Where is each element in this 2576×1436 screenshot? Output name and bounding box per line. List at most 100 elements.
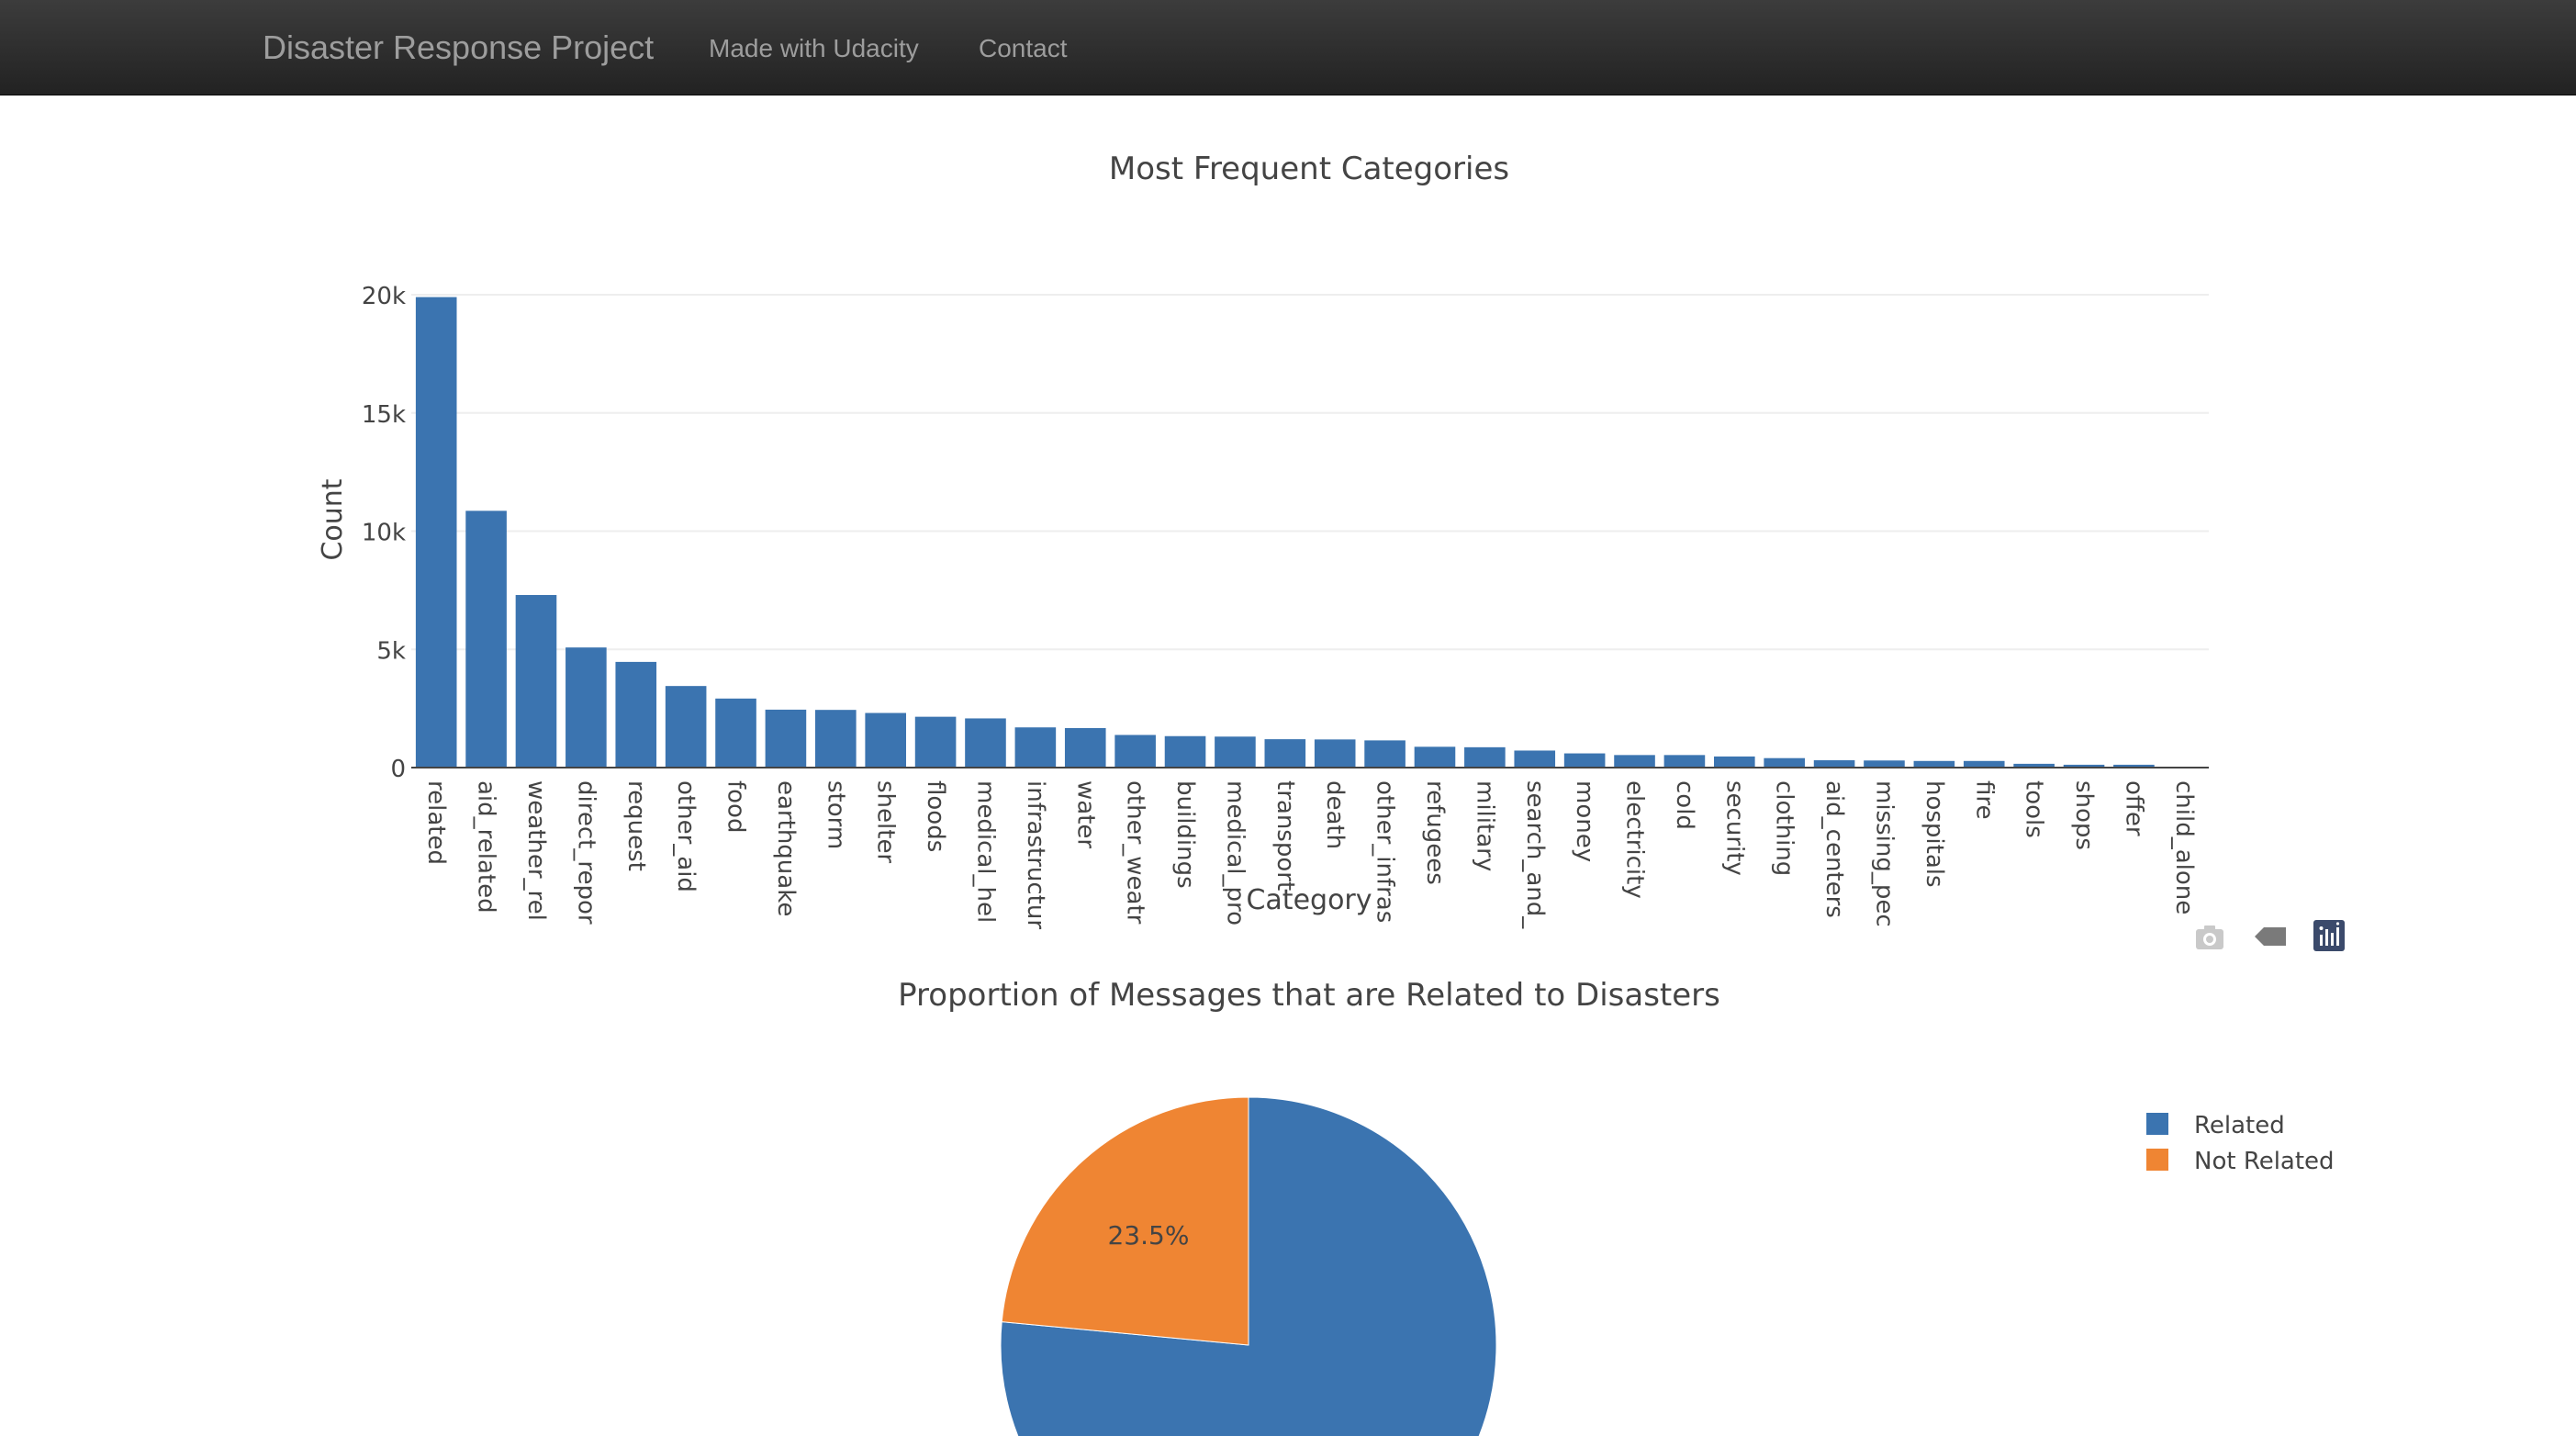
x-tick-label: aid_related (473, 780, 500, 914)
bar-chart-title: Most Frequent Categories (1109, 151, 1509, 187)
camera-icon[interactable] (2196, 926, 2223, 949)
bar-search_and_[interactable] (1514, 750, 1556, 768)
x-tick-label: other_infras (1372, 780, 1399, 923)
bar-security[interactable] (1714, 756, 1755, 768)
x-tick-label: other_aid (672, 780, 700, 892)
y-tick-label: 20k (362, 283, 406, 310)
pie-chart-legend: Related Not Related (2146, 1112, 2335, 1175)
x-tick-label: water (1071, 780, 1099, 848)
bar-other_infras[interactable] (1364, 740, 1406, 768)
x-tick-label: tools (2021, 780, 2048, 838)
x-tick-label: money (1571, 780, 1598, 862)
bar-other_aid[interactable] (665, 686, 707, 768)
bar-earthquake[interactable] (765, 709, 807, 768)
x-tick-label: buildings (1171, 780, 1199, 889)
tag-icon[interactable] (2255, 927, 2286, 946)
bar-shelter[interactable] (865, 712, 906, 768)
bar-money[interactable] (1563, 753, 1606, 768)
bar-water[interactable] (1064, 727, 1106, 768)
x-tick-label: food (722, 780, 750, 833)
bar-offer[interactable] (2113, 764, 2155, 768)
bar-chart-x-label: Category (1246, 884, 1372, 916)
x-tick-label: fire (1970, 780, 1998, 820)
bar-chart-x-axis: related aid_related weather_rel direct_repo… (422, 780, 2198, 929)
pie-slice-label: 23.5% (1107, 1220, 1189, 1251)
bar-medical_pro[interactable] (1215, 736, 1256, 768)
legend-swatch[interactable] (2146, 1113, 2168, 1135)
legend-label[interactable]: Not Related (2194, 1148, 2335, 1175)
nav-link-made-with-udacity[interactable]: Made with Udacity (709, 34, 919, 62)
pie-slice-not-related[interactable] (1001, 1096, 1249, 1346)
bar-aid_related[interactable] (465, 510, 507, 768)
y-tick-label: 10k (362, 520, 406, 547)
x-tick-label: missing_pec (1870, 780, 1898, 927)
x-tick-label: search_and_ (1521, 780, 1549, 929)
x-tick-label: related (422, 780, 450, 865)
x-tick-label: death (1321, 780, 1349, 849)
x-tick-label: request (622, 780, 650, 871)
bar-floods[interactable] (914, 716, 957, 768)
bar-fire[interactable] (1963, 760, 2005, 768)
x-tick-label: aid_centers (1820, 780, 1848, 918)
pie-chart-title: Proportion of Messages that are Related … (898, 977, 1720, 1014)
x-tick-label: military (1471, 780, 1498, 871)
x-tick-label: shelter (872, 780, 900, 863)
legend-swatch[interactable] (2146, 1149, 2168, 1171)
bar-buildings[interactable] (1164, 735, 1206, 768)
bar-aid_centers[interactable] (1813, 760, 1855, 768)
x-tick-label: weather_rel (522, 780, 550, 921)
x-tick-label: refugees (1421, 780, 1449, 885)
x-tick-label: child_alone (2170, 780, 2198, 914)
bar-food[interactable] (715, 698, 756, 768)
bar-clothing[interactable] (1764, 757, 1805, 768)
bar-infrastructur[interactable] (1014, 727, 1057, 768)
y-tick-label: 15k (362, 401, 406, 429)
bar-transport[interactable] (1264, 739, 1306, 768)
bar-medical_hel[interactable] (965, 718, 1006, 768)
legend-label[interactable]: Related (2194, 1112, 2285, 1139)
x-tick-label: medical_hel (971, 780, 999, 923)
x-tick-label: floods (922, 780, 949, 852)
pie-chart: Proportion of Messages that are Related … (898, 977, 2335, 1436)
bar-shops[interactable] (2063, 764, 2105, 768)
navbar-brand[interactable]: Disaster Response Project (263, 28, 655, 66)
bar-chart: Most Frequent Categories 0 5k 10k 15k 20k re… (317, 151, 2209, 929)
x-tick-label: storm (822, 780, 849, 849)
bar-military[interactable] (1464, 746, 1506, 768)
bar-direct_repor[interactable] (566, 647, 607, 768)
bar-other_weatr[interactable] (1114, 735, 1156, 768)
bar-tools[interactable] (2013, 763, 2055, 768)
y-tick-label: 5k (376, 637, 406, 665)
x-tick-label: clothing (1771, 780, 1798, 876)
plot-modebar (2196, 920, 2345, 951)
bar-request[interactable] (615, 661, 657, 768)
nav-link-contact[interactable]: Contact (979, 34, 1068, 62)
bar-chart-grid (411, 294, 2209, 651)
x-tick-label: direct_repor (572, 780, 599, 925)
bar-missing_pec[interactable] (1864, 760, 1905, 768)
bar-cold[interactable] (1663, 755, 1706, 768)
bar-electricity[interactable] (1614, 755, 1655, 768)
pie-chart-slices: 76.5%23.5% (1000, 1096, 1497, 1436)
bar-storm[interactable] (815, 710, 857, 768)
x-tick-label: medical_pro (1221, 780, 1249, 926)
plotly-logo-icon[interactable] (2313, 920, 2345, 951)
bar-chart-y-label: Count (317, 478, 349, 560)
x-tick-label: security (1720, 780, 1748, 876)
x-tick-label: earthquake (772, 780, 800, 916)
x-tick-label: cold (1671, 780, 1698, 830)
y-tick-label: 0 (390, 756, 406, 783)
navbar: Disaster Response Project Made with Udac… (0, 0, 2576, 95)
x-tick-label: transport (1271, 780, 1299, 891)
bar-chart-y-axis: 0 5k 10k 15k 20k (362, 283, 406, 783)
bar-related[interactable] (415, 297, 457, 768)
bar-death[interactable] (1314, 739, 1356, 768)
bar-hospitals[interactable] (1913, 760, 1955, 768)
x-tick-label: shops (2070, 780, 2098, 850)
bar-chart-bars (415, 297, 2155, 768)
bar-weather_rel[interactable] (515, 595, 557, 768)
bar-refugees[interactable] (1414, 746, 1456, 768)
x-tick-label: offer (2120, 780, 2147, 836)
x-tick-label: hospitals (1921, 780, 1948, 888)
